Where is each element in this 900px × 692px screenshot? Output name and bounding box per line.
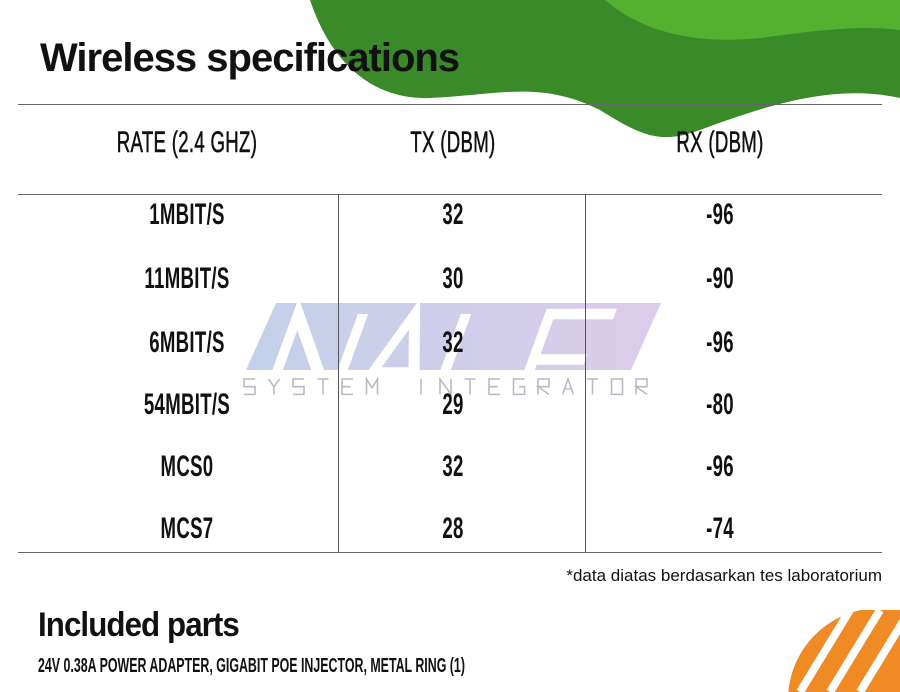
included-parts-heading: Included parts xyxy=(38,606,240,644)
cell-rx: -96 xyxy=(706,326,734,359)
orange-stripes-decoration xyxy=(788,608,900,692)
watermark-glyph xyxy=(535,378,550,396)
watermark-glyph xyxy=(512,378,526,396)
watermark-glyph xyxy=(561,376,575,395)
watermark-glyph xyxy=(292,378,305,396)
watermark-glyph xyxy=(633,378,648,396)
cell-rx: -74 xyxy=(706,512,734,545)
cell-rate: MCS7 xyxy=(160,512,214,545)
cell-rx: -90 xyxy=(706,262,734,295)
cell-rx: -80 xyxy=(706,388,734,421)
cell-rate: MCS0 xyxy=(160,450,214,483)
watermark-brand-lettering xyxy=(259,300,617,400)
watermark-glyph xyxy=(587,378,599,395)
watermark-glyph xyxy=(344,300,421,400)
watermark-glyph xyxy=(464,378,476,395)
watermark-glyph xyxy=(267,378,281,395)
watermark-tagline-lettering xyxy=(243,376,648,397)
cell-tx: 32 xyxy=(442,198,464,231)
header-tx: TX (DBM) xyxy=(410,126,496,160)
table-bottom-border xyxy=(18,552,882,553)
watermark-glyph xyxy=(317,378,329,395)
watermark-glyph xyxy=(259,300,369,400)
footnote: *data diatas berdasarkan tes laboratoriu… xyxy=(566,566,882,585)
cell-rx: -96 xyxy=(706,450,734,483)
watermark-glyph xyxy=(439,376,452,397)
cell-rate: 1MBIT/S xyxy=(149,198,225,231)
watermark-glyph xyxy=(509,308,617,400)
cell-tx: 32 xyxy=(442,326,464,359)
watermark-glyph xyxy=(365,376,379,395)
watermark-glyph xyxy=(341,378,354,396)
watermark-glyph xyxy=(243,378,256,396)
header-rate: RATE (2.4 GHZ) xyxy=(116,126,258,160)
header-rx: RX (DBM) xyxy=(676,126,764,160)
header-divider xyxy=(18,194,882,195)
cell-tx: 29 xyxy=(442,388,464,421)
included-parts-text: 24V 0.38A POWER ADAPTER, GIGABIT POE INJ… xyxy=(38,655,465,677)
cell-rate: 11MBIT/S xyxy=(144,262,230,295)
page-title: Wireless specifications xyxy=(40,36,460,80)
watermark-glyph xyxy=(425,314,500,400)
cell-rate: 54MBIT/S xyxy=(143,388,231,421)
cell-rx: -96 xyxy=(706,198,734,231)
watermark-glyph xyxy=(488,378,501,396)
cell-rate: 6MBIT/S xyxy=(149,326,225,359)
column-divider xyxy=(585,194,586,552)
cell-tx: 32 xyxy=(442,450,464,483)
nale-watermark-logo xyxy=(243,300,661,400)
table-top-border xyxy=(18,104,882,105)
column-divider xyxy=(338,194,339,552)
cell-tx: 28 xyxy=(442,512,464,545)
watermark-glyph xyxy=(610,378,624,396)
cell-tx: 30 xyxy=(442,262,464,295)
